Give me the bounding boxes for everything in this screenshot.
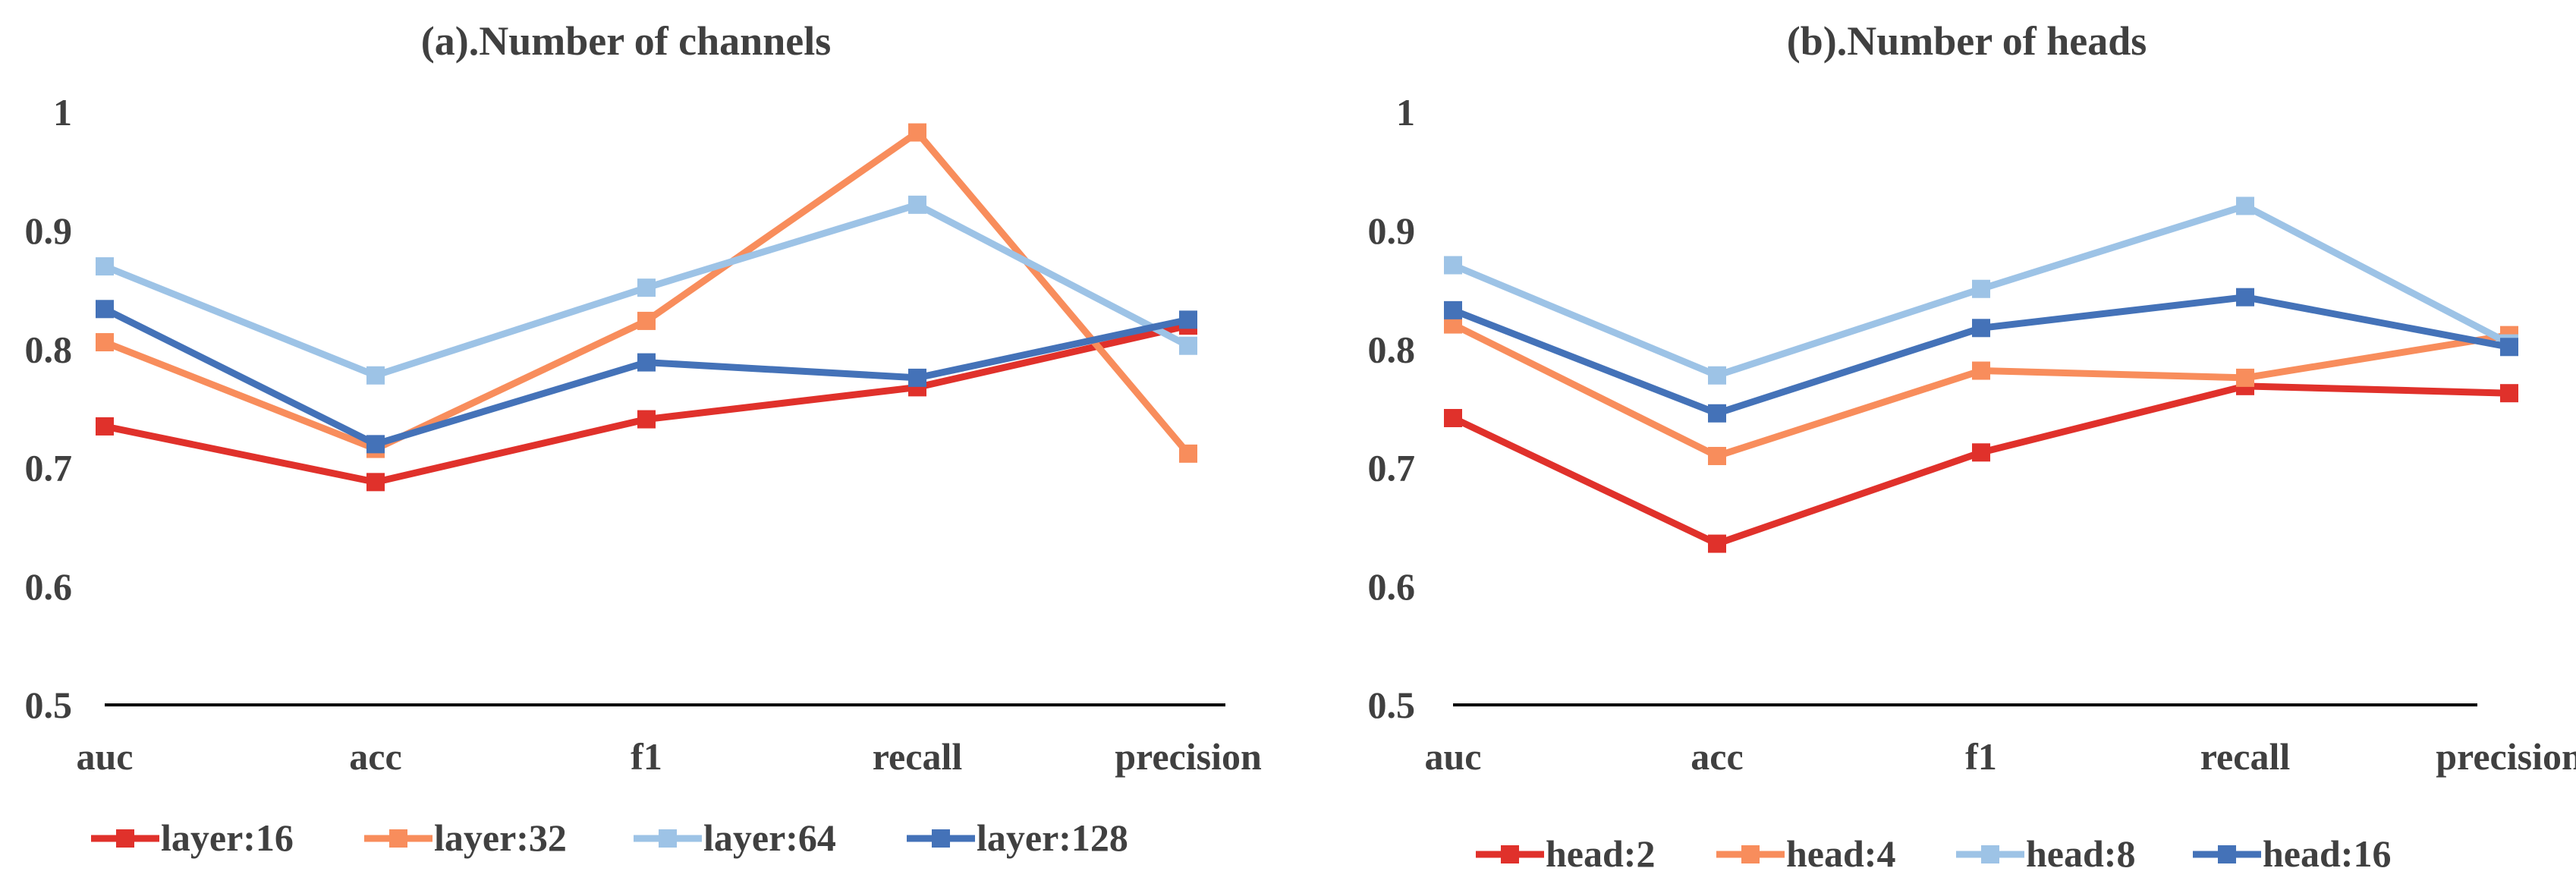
legend-item: head:16 <box>2193 832 2391 875</box>
data-point <box>96 333 114 352</box>
series-head-2 <box>1444 376 2518 553</box>
y-tick-label: 0.6 <box>25 565 73 608</box>
data-point <box>1972 279 1990 298</box>
data-point <box>2236 368 2254 387</box>
x-tick-label: recall <box>2200 735 2291 778</box>
legend-swatch-marker <box>1501 845 1519 863</box>
y-tick-label: 0.8 <box>25 328 73 370</box>
y-tick-label: 0.9 <box>25 209 73 252</box>
y-tick-label: 0.9 <box>1368 209 1416 252</box>
data-point <box>637 311 656 330</box>
chart-number-of-heads: (b).Number of heads 0.5 0.6 0.7 0.8 0.9 1 auc ac… <box>1368 18 2576 875</box>
y-tick-label: 0.5 <box>1368 684 1416 726</box>
legend-label: layer:16 <box>161 816 294 859</box>
y-tick-label: 0.7 <box>1368 447 1416 489</box>
series-layer-64 <box>96 195 1197 385</box>
legend-label: head:2 <box>1546 832 1655 875</box>
legend-item: head:8 <box>1956 832 2135 875</box>
legend-item: layer:16 <box>91 816 294 859</box>
series-line <box>1452 294 2510 417</box>
legend-swatch-marker <box>1741 845 1760 863</box>
data-point <box>96 300 114 319</box>
data-point <box>2500 384 2518 403</box>
data-point <box>908 368 926 387</box>
data-point <box>366 473 385 492</box>
x-tick-label: precision <box>1115 735 1262 778</box>
data-point <box>637 410 656 429</box>
data-point <box>1972 443 1990 462</box>
x-tick-label: f1 <box>631 735 662 778</box>
legend-item: head:4 <box>1716 832 1895 875</box>
y-tick-label: 0.8 <box>1368 328 1416 370</box>
x-tick-label: precision <box>2436 735 2576 778</box>
x-tick-label: acc <box>349 735 401 778</box>
legend-swatch-marker <box>2218 845 2236 863</box>
legend-item: layer:128 <box>907 816 1128 859</box>
data-point <box>1179 336 1197 355</box>
y-tick-label: 0.5 <box>25 684 73 726</box>
data-point <box>1444 256 1462 275</box>
data-point <box>366 435 385 454</box>
series-head-16 <box>1444 288 2518 423</box>
series-head-8 <box>1444 197 2518 385</box>
data-point <box>637 278 656 297</box>
data-point <box>1179 310 1197 329</box>
y-tick-label: 0.7 <box>25 447 73 489</box>
data-point <box>1708 446 1726 465</box>
legend-item: head:2 <box>1476 832 1655 875</box>
data-point <box>908 123 926 142</box>
chart-title: (b).Number of heads <box>1787 18 2147 64</box>
legend-label: head:8 <box>2026 832 2135 875</box>
data-point <box>96 257 114 276</box>
x-tick-label: f1 <box>1965 735 1997 778</box>
data-point <box>2236 288 2254 307</box>
legend-item: layer:64 <box>634 816 836 859</box>
y-tick-label: 0.6 <box>1368 565 1416 608</box>
legend-label: layer:128 <box>977 816 1128 859</box>
series-layer-128 <box>96 300 1197 454</box>
data-point <box>1972 319 1990 338</box>
x-tick-label: acc <box>1691 735 1743 778</box>
data-point <box>1444 408 1462 427</box>
data-point <box>637 353 656 372</box>
data-point <box>1179 444 1197 463</box>
legend-swatch-marker <box>116 829 134 848</box>
data-point <box>1708 404 1726 423</box>
legend-swatch-marker <box>932 829 950 848</box>
legend-swatch-marker <box>659 829 677 848</box>
data-point <box>1708 534 1726 553</box>
data-point <box>366 366 385 385</box>
data-point <box>908 195 926 214</box>
x-tick-label: auc <box>77 735 134 778</box>
data-point <box>2236 197 2254 215</box>
legend-swatch-marker <box>389 829 407 848</box>
legend-item: layer:32 <box>364 816 567 859</box>
y-tick-label: 1 <box>1396 91 1415 134</box>
legend-label: head:16 <box>2263 832 2391 875</box>
y-tick-label: 1 <box>53 91 72 134</box>
data-point <box>1972 361 1990 380</box>
legend-swatch-marker <box>1981 845 1999 863</box>
chart-title: (a).Number of channels <box>421 18 832 64</box>
legend-label: layer:64 <box>703 816 836 859</box>
legend-label: head:4 <box>1786 832 1895 875</box>
data-point <box>1444 300 1462 319</box>
chart-number-of-channels: (a).Number of channels 0.5 0.6 0.7 0.8 0.9 1 au… <box>25 18 1262 859</box>
data-point <box>1708 366 1726 385</box>
x-tick-label: auc <box>1425 735 1482 778</box>
legend-label: layer:32 <box>434 816 567 859</box>
data-point <box>96 417 114 436</box>
series-line <box>1452 382 2510 548</box>
data-point <box>2500 338 2518 357</box>
x-tick-label: recall <box>873 735 963 778</box>
